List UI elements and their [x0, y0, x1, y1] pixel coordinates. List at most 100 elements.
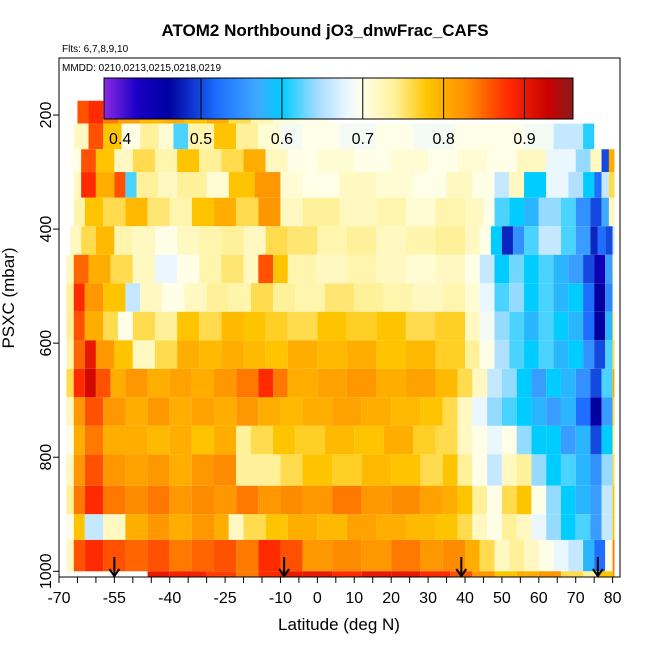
heatmap-cell — [339, 197, 377, 227]
heatmap-cell — [84, 485, 104, 515]
heatmap-cell — [346, 514, 377, 540]
heatmap-cell — [553, 254, 569, 284]
heatmap-cell — [125, 197, 148, 227]
heatmap-cell — [479, 340, 495, 369]
heatmap-cell — [258, 571, 281, 577]
heatmap-cell — [568, 254, 584, 284]
y-axis-label: PSXC (mbar) — [0, 247, 18, 348]
heatmap-cell — [553, 340, 569, 369]
profile-markers — [108, 557, 604, 578]
heatmap-cell — [147, 425, 170, 455]
heatmap-cell — [169, 485, 192, 515]
heatmap-cell — [147, 397, 170, 426]
heatmap-cell — [280, 539, 303, 572]
heatmap-cell — [612, 368, 615, 398]
heatmap-cell — [405, 368, 436, 398]
x-tick-label: 50 — [493, 590, 511, 607]
heatmap-cell — [125, 368, 148, 398]
heatmap-cell — [302, 197, 340, 227]
heatmap-cell — [376, 197, 406, 227]
heatmap-cell — [383, 283, 414, 312]
heatmap-cell — [512, 226, 525, 255]
heatmap-cell — [601, 485, 613, 515]
heatmap-cell — [601, 425, 613, 455]
heatmap-cell — [125, 283, 141, 312]
heatmap-cell — [509, 340, 525, 369]
heatmap-cell — [583, 123, 595, 150]
heatmap-cell — [376, 254, 406, 284]
heatmap-cell — [221, 254, 244, 284]
heatmap-cell — [575, 149, 591, 173]
heatmap-cell — [236, 368, 259, 398]
heatmap-cell — [531, 397, 547, 426]
heatmap-cell — [206, 283, 229, 312]
y-axis: 200 400 600 800 1000 — [38, 102, 59, 589]
heatmap-cell — [191, 514, 215, 540]
heatmap-cell — [95, 368, 111, 398]
heatmap-cell — [391, 149, 429, 173]
heatmap-cell — [405, 311, 436, 341]
heatmap-cell — [487, 454, 502, 486]
x-tick-label: 0 — [313, 590, 322, 607]
heatmap-cell — [553, 123, 584, 150]
heatmap-cell — [516, 514, 532, 540]
heatmap-cell — [110, 368, 126, 398]
heatmap-cell — [354, 283, 384, 312]
heatmap-cell — [560, 397, 576, 426]
heatmap-cell — [612, 226, 615, 255]
heatmap-cell — [457, 149, 488, 173]
heatmap-cell — [494, 172, 510, 198]
heatmap-cell — [287, 340, 318, 369]
heatmap-cell — [147, 485, 170, 515]
heatmap-cell — [287, 254, 318, 284]
heatmap-cell — [608, 149, 615, 173]
heatmap-cell — [265, 149, 288, 173]
profile-arrow-head — [592, 568, 604, 578]
heatmap-cell — [110, 254, 133, 284]
heatmap-cell — [103, 197, 126, 227]
heatmap-cell — [457, 454, 473, 486]
heatmap-cell — [597, 571, 613, 577]
heatmap-cell — [73, 311, 85, 341]
heatmap-cell — [575, 425, 591, 455]
heatmap-cell — [420, 571, 451, 577]
heatmap-cell — [442, 485, 458, 515]
heatmap-cell — [221, 149, 244, 173]
heatmap-cell — [125, 425, 148, 455]
heatmap-cell — [435, 425, 458, 455]
heatmap-cell — [191, 368, 215, 398]
heatmap-cell — [420, 485, 443, 515]
heatmap-cell — [84, 425, 104, 455]
heatmap-cell — [464, 539, 480, 572]
heatmap-cell — [583, 311, 595, 341]
heatmap-cell — [479, 539, 495, 572]
heatmap-cell — [501, 425, 517, 455]
heatmap-cell — [177, 172, 207, 198]
heatmap-cell — [612, 397, 615, 426]
heatmap-cell — [103, 283, 126, 312]
heatmap-cell — [258, 368, 274, 398]
heatmap-cell — [73, 283, 85, 312]
heatmap-cell — [546, 149, 576, 173]
heatmap-cell — [184, 283, 207, 312]
heatmap-cell — [173, 123, 189, 150]
x-tick-label: 80 — [604, 590, 622, 607]
heatmap-cell — [612, 485, 615, 515]
heatmap-cell — [568, 172, 584, 198]
heatmap-cell — [73, 454, 85, 486]
heatmap-cell — [258, 197, 281, 227]
heatmap-cell — [332, 571, 362, 577]
heatmap-cell — [236, 397, 259, 426]
heatmap-cell — [287, 311, 318, 341]
heatmap-cell — [501, 226, 513, 255]
heatmap-cell — [509, 311, 525, 341]
heatmap-cell — [391, 485, 421, 515]
heatmap-cell — [214, 368, 237, 398]
heatmap-cell — [376, 340, 406, 369]
heatmap-cell — [125, 397, 148, 426]
heatmap-cell — [214, 123, 237, 150]
heatmap-cell — [214, 397, 237, 426]
heatmap-cell — [84, 397, 104, 426]
heatmap-cell — [391, 397, 421, 426]
heatmap-cell — [612, 539, 615, 572]
